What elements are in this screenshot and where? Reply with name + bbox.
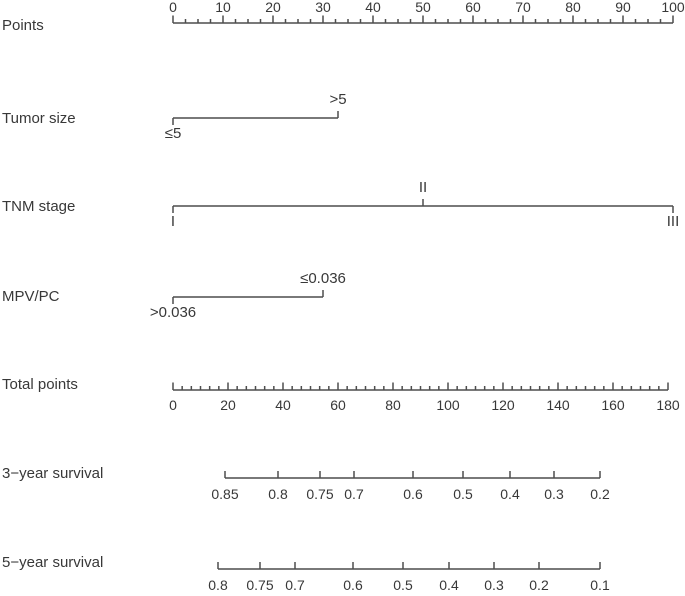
total-points-tick-label: 20 (220, 397, 236, 413)
row-label-tnm-stage: TNM stage (2, 198, 76, 215)
total-points-tick-label: 60 (330, 397, 346, 413)
tnm-stage-category-label: II (418, 179, 428, 196)
points-tick-label: 70 (515, 0, 531, 15)
3-year-survival-tick-label: 0.8 (268, 486, 288, 502)
5-year-survival-tick-label: 0.2 (529, 577, 549, 593)
3-year-survival-tick-label: 0.7 (344, 486, 364, 502)
5-year-survival-tick-label: 0.3 (484, 577, 504, 593)
points-tick-label: 0 (169, 0, 177, 15)
row-label-points: Points (2, 17, 44, 34)
5-year-survival-tick-label: 0.75 (246, 577, 274, 593)
5-year-survival-tick-label: 0.4 (439, 577, 459, 593)
3-year-survival-tick-label: 0.5 (453, 486, 473, 502)
points-tick-label: 20 (265, 0, 281, 15)
tnm-stage-category-label: III (666, 213, 680, 230)
5-year-survival-tick-label: 0.1 (590, 577, 610, 593)
points-tick-label: 60 (465, 0, 481, 15)
row-label-5-year-survival: 5−year survival (2, 554, 104, 571)
mpv-pc-category-label: >0.036 (149, 304, 197, 321)
total-points-tick-label: 0 (169, 397, 177, 413)
5-year-survival-tick-label: 0.7 (285, 577, 305, 593)
row-label-3-year-survival: 3−year survival (2, 465, 104, 482)
tumor-size-category-label: >5 (329, 91, 347, 108)
tnm-stage-category-label: I (170, 213, 176, 230)
row-label-total-points: Total points (2, 376, 78, 393)
total-points-tick-label: 140 (546, 397, 570, 413)
row-label-mpv-pc: MPV/PC (2, 288, 60, 305)
total-points-tick-label: 40 (275, 397, 291, 413)
points-tick-label: 90 (615, 0, 631, 15)
total-points-tick-label: 100 (436, 397, 460, 413)
3-year-survival-tick-label: 0.6 (403, 486, 423, 502)
5-year-survival-tick-label: 0.6 (343, 577, 363, 593)
mpv-pc-category-label: ≤0.036 (300, 270, 346, 287)
total-points-tick-label: 120 (491, 397, 515, 413)
points-tick-label: 80 (565, 0, 581, 15)
points-tick-label: 100 (661, 0, 685, 15)
3-year-survival-tick-label: 0.2 (590, 486, 610, 502)
3-year-survival-tick-label: 0.3 (544, 486, 564, 502)
points-tick-label: 40 (365, 0, 381, 15)
row-label-tumor-size: Tumor size (2, 110, 76, 127)
total-points-tick-label: 80 (385, 397, 401, 413)
5-year-survival-tick-label: 0.5 (393, 577, 413, 593)
points-tick-label: 10 (215, 0, 231, 15)
3-year-survival-tick-label: 0.4 (500, 486, 520, 502)
total-points-tick-label: 180 (656, 397, 680, 413)
5-year-survival-tick-label: 0.8 (208, 577, 228, 593)
3-year-survival-tick-label: 0.75 (306, 486, 334, 502)
points-tick-label: 50 (415, 0, 431, 15)
tumor-size-category-label: ≤5 (164, 125, 182, 142)
points-tick-label: 30 (315, 0, 331, 15)
total-points-tick-label: 160 (601, 397, 625, 413)
3-year-survival-tick-label: 0.85 (211, 486, 239, 502)
